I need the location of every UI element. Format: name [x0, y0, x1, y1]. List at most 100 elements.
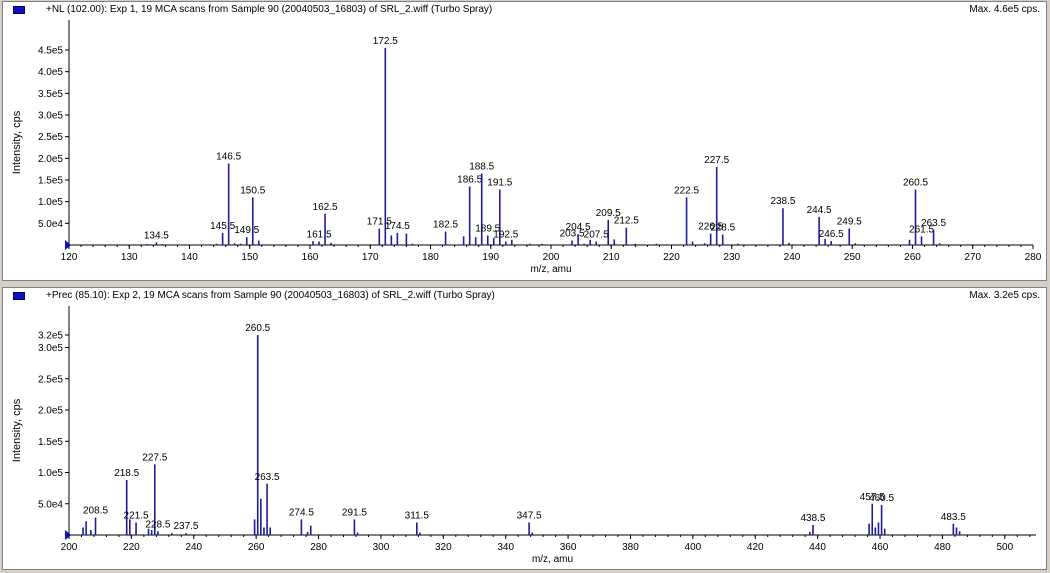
x-tick-label: 250: [844, 252, 861, 263]
peak-label: 227.5: [142, 452, 167, 463]
x-tick-label: 210: [603, 252, 620, 263]
x-tick-label: 240: [784, 252, 801, 263]
y-tick-label: 5.0e4: [38, 219, 63, 230]
y-tick-label: 1.5e5: [38, 437, 63, 448]
peak-label: 161.5: [307, 230, 332, 241]
peak-label: 186.5: [457, 175, 482, 186]
peak-label: 347.5: [517, 511, 542, 522]
axis-origin-icon: [65, 240, 71, 250]
peak-label: 228.5: [710, 223, 735, 234]
peak-label: 483.5: [941, 512, 966, 523]
x-tick-label: 130: [121, 252, 138, 263]
peak-label: 460.5: [869, 493, 894, 504]
x-tick-label: 140: [181, 252, 198, 263]
peak-label: 291.5: [342, 507, 367, 518]
x-tick-label: 230: [723, 252, 740, 263]
peak-label: 221.5: [124, 511, 149, 522]
x-tick-label: 460: [872, 542, 889, 553]
peak-label: 457.5: [860, 492, 885, 503]
panel-marker-icon[interactable]: [13, 292, 25, 300]
x-axis-title: m/z, amu: [532, 554, 573, 565]
y-tick-label: 1.0e5: [38, 197, 63, 208]
y-tick-label: 3.2e5: [38, 331, 63, 342]
peak-label: 188.5: [469, 162, 494, 173]
panel-title: +Prec (85.10): Exp 2, 19 MCA scans from …: [46, 290, 495, 301]
peak-label: 192.5: [493, 230, 518, 241]
y-tick-label: 4.5e5: [38, 46, 63, 57]
peak-label: 134.5: [144, 230, 169, 241]
x-tick-label: 260: [248, 542, 265, 553]
y-tick-label: 2.0e5: [38, 154, 63, 165]
x-tick-label: 160: [302, 252, 319, 263]
peak-label: 263.5: [921, 218, 946, 229]
peak-label: 149.5: [234, 225, 259, 236]
peak-label: 150.5: [240, 185, 265, 196]
x-tick-label: 420: [747, 542, 764, 553]
peak-label: 212.5: [614, 216, 639, 227]
x-tick-label: 260: [904, 252, 921, 263]
peak-label: 260.5: [245, 323, 270, 334]
y-axis-title: Intensity, cps: [11, 110, 23, 174]
x-tick-label: 320: [435, 542, 452, 553]
panel-header: +Prec (85.10): Exp 2, 19 MCA scans from …: [9, 290, 1040, 304]
peak-label: 208.5: [83, 506, 108, 517]
peak-label: 249.5: [837, 217, 862, 228]
panel-title: +NL (102.00): Exp 1, 19 MCA scans from S…: [46, 4, 493, 15]
peak-label: 244.5: [807, 205, 832, 216]
peak-label: 146.5: [216, 152, 241, 163]
peak-label: 174.5: [385, 221, 410, 232]
peak-label: 145.5: [210, 221, 235, 232]
x-tick-label: 280: [1025, 252, 1042, 263]
x-tick-label: 270: [964, 252, 981, 263]
y-tick-label: 5.0e4: [38, 499, 63, 510]
peak-label: 227.5: [704, 155, 729, 166]
peak-label: 207.5: [584, 230, 609, 241]
spectrum-panel-nl: +NL (102.00): Exp 1, 19 MCA scans from S…: [2, 1, 1047, 281]
peak-label: 203.5: [560, 229, 585, 240]
peak-label: 189.5: [475, 223, 500, 234]
x-tick-label: 340: [497, 542, 514, 553]
peak-label: 263.5: [255, 472, 280, 483]
peak-label: 274.5: [289, 507, 314, 518]
x-tick-label: 480: [934, 542, 951, 553]
x-tick-label: 400: [685, 542, 702, 553]
peak-label: 209.5: [596, 208, 621, 219]
axis-origin-icon: [65, 530, 71, 540]
peak-label: 438.5: [800, 513, 825, 524]
peak-label: 191.5: [487, 178, 512, 189]
y-tick-label: 3.5e5: [38, 89, 63, 100]
peak-label: 218.5: [114, 468, 139, 479]
peak-label: 172.5: [373, 36, 398, 47]
peak-label: 226.5: [698, 222, 723, 233]
x-tick-label: 200: [543, 252, 560, 263]
y-tick-label: 2.5e5: [38, 374, 63, 385]
x-tick-label: 380: [622, 542, 639, 553]
peak-label: 238.5: [770, 196, 795, 207]
x-tick-label: 120: [61, 252, 78, 263]
x-tick-label: 500: [996, 542, 1013, 553]
y-tick-label: 3.0e5: [38, 343, 63, 354]
spectrum-chart-nl[interactable]: 5.0e4 1.0e5 1.5e5 2.0e5 2.5e5 3.0e5 3.5e5 4.0e5…: [3, 2, 1046, 280]
y-tick-label: 2.5e5: [38, 132, 63, 143]
peak-label: 222.5: [674, 185, 699, 196]
x-axis-title: m/z, amu: [530, 264, 571, 275]
peak-label: 260.5: [903, 178, 928, 189]
peak-label: 228.5: [145, 519, 170, 530]
peak-label: 162.5: [313, 202, 338, 213]
peak-label: 311.5: [405, 511, 430, 522]
x-tick-label: 360: [560, 542, 577, 553]
peak-label: 182.5: [433, 220, 458, 231]
y-tick-label: 2.0e5: [38, 406, 63, 417]
x-tick-label: 280: [310, 542, 327, 553]
peak-label: 237.5: [173, 521, 198, 532]
x-tick-label: 240: [185, 542, 202, 553]
max-intensity-label: Max. 4.6e5 cps.: [969, 4, 1040, 15]
y-tick-label: 1.0e5: [38, 468, 63, 479]
panel-marker-icon[interactable]: [13, 6, 25, 14]
y-tick-label: 3.0e5: [38, 111, 63, 122]
y-axis-title: Intensity, cps: [11, 398, 23, 462]
x-tick-label: 440: [809, 542, 826, 553]
peak-label: 204.5: [566, 222, 591, 233]
peak-label: 261.5: [909, 224, 934, 235]
